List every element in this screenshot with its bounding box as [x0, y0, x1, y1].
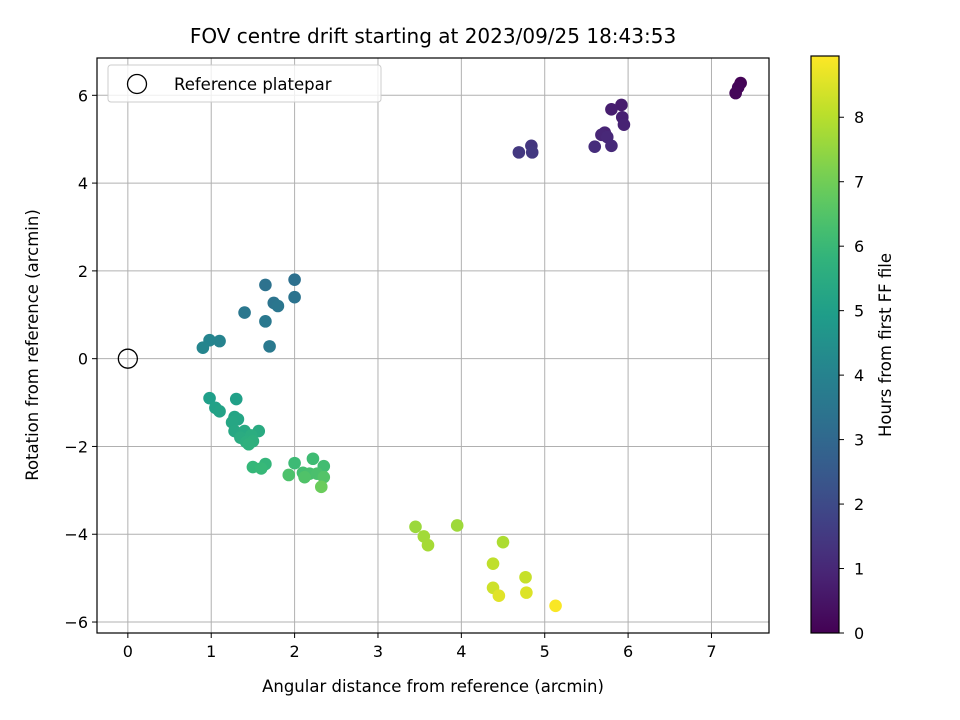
scatter-point [496, 535, 510, 549]
x-tick-label: 3 [373, 642, 383, 661]
plot-frame [96, 57, 770, 634]
y-tick-label: 4 [78, 174, 88, 193]
scatter-point [203, 391, 216, 405]
scatter-point [298, 470, 311, 484]
legend: Reference platepar [107, 64, 382, 103]
colorbar-tick-label: 7 [854, 173, 864, 192]
scatter-point [450, 519, 464, 532]
y-tick-label: −4 [64, 525, 88, 544]
x-tick-label: 1 [206, 642, 216, 661]
scatter-point [615, 98, 628, 112]
legend-marker-reference [126, 73, 148, 95]
colorbar-tick-label: 5 [854, 302, 864, 321]
legend-box [107, 64, 382, 103]
scatter-point [288, 456, 301, 470]
scatter-point [213, 405, 226, 418]
y-tick-label: 2 [78, 262, 88, 281]
colorbar-tick-label: 3 [854, 431, 864, 450]
colorbar-tick-label: 2 [854, 495, 864, 514]
scatter-point [282, 468, 296, 482]
scatter-point [288, 290, 301, 304]
scatter-point [213, 334, 226, 348]
scatter-point [306, 452, 320, 466]
colorbar-tick-label: 1 [854, 560, 864, 579]
scatter-point [314, 480, 328, 494]
x-tick-label: 4 [456, 642, 466, 661]
colorbar-tick-label: 4 [854, 366, 864, 385]
scatter-point [288, 273, 301, 286]
y-tick-label: −2 [64, 437, 88, 456]
colorbar-ticks: 0 1 2 3 4 5 6 7 8 [839, 108, 864, 643]
colorbar-tick-label: 0 [854, 624, 864, 643]
y-axis-title: Rotation from reference (arcmin) [23, 209, 42, 481]
x-tick-label: 0 [123, 642, 133, 661]
scatter-point [196, 341, 210, 354]
scatter-point [409, 520, 422, 534]
scatter-point [263, 340, 276, 353]
x-tick-label: 5 [540, 642, 550, 661]
scatter-point [605, 103, 618, 116]
y-tick-label: −6 [64, 613, 88, 632]
axis-ticks: 0 1 2 3 4 5 6 7 −6 −4 −2 0 2 4 6 [64, 86, 716, 661]
scatter-point [525, 146, 539, 159]
scatter-point [271, 299, 285, 313]
scatter-point [486, 557, 500, 570]
scatter-point [238, 306, 251, 319]
scatter-point [317, 470, 331, 484]
data-points [196, 76, 747, 613]
x-tick-label: 6 [623, 642, 633, 661]
scatter-point [549, 599, 562, 613]
scatter-point [492, 589, 506, 602]
scatter-point [729, 86, 742, 100]
colorbar-title: Hours from first FF file [876, 253, 895, 437]
y-tick-label: 6 [78, 86, 88, 105]
scatter-point [520, 586, 533, 599]
reference-marker-layer [117, 348, 138, 369]
scatter-point [242, 437, 256, 451]
scatter-point [519, 570, 532, 584]
x-axis-title: Angular distance from reference (arcmin) [262, 677, 604, 696]
chart-title: FOV centre drift starting at 2023/09/25 … [190, 24, 676, 48]
scatter-point [254, 462, 268, 475]
scatter-point [605, 139, 618, 153]
reference-platepar-marker [117, 348, 138, 369]
colorbar [810, 55, 840, 634]
x-tick-label: 7 [706, 642, 716, 661]
colorbar-tick-label: 6 [854, 237, 864, 256]
scatter-point [259, 315, 272, 328]
colorbar-tick-label: 8 [854, 108, 864, 127]
scatter-point [617, 118, 631, 132]
scatter-point [229, 392, 243, 406]
grid-lines [97, 58, 769, 633]
scatter-point [259, 278, 272, 292]
x-tick-label: 2 [290, 642, 300, 661]
legend-label-reference: Reference platepar [174, 75, 332, 94]
scatter-point [588, 140, 602, 153]
scatter-point [421, 538, 435, 552]
scatter-point [512, 146, 526, 159]
y-tick-label: 0 [78, 350, 88, 369]
